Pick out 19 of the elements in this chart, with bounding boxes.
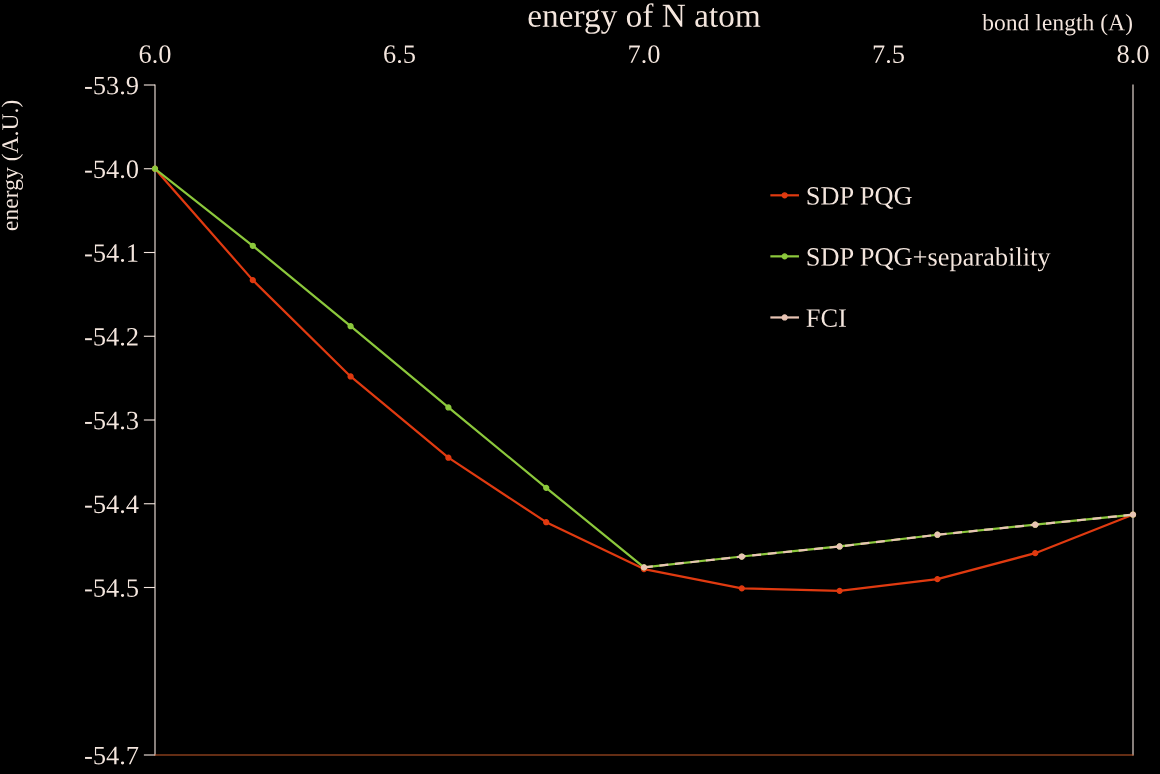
legend-label: SDP PQG — [807, 187, 912, 209]
x-tick-label: 7.0 — [629, 45, 660, 64]
y-tick-label: -54.3 — [85, 411, 138, 430]
y-tick-label: -53.9 — [85, 76, 138, 95]
x-tick-label: 7.5 — [873, 45, 904, 64]
legend-label: SDP PQG+separability — [807, 247, 1051, 272]
y-tick-label: -54.0 — [85, 160, 139, 179]
y-tick-label: -54.1 — [85, 244, 138, 263]
y-axis-title: energy (A.U.) — [1, 100, 23, 231]
y-tick-label: -54.5 — [85, 579, 138, 598]
y-tick-label: -54.2 — [85, 327, 138, 346]
legend-label: FCI — [806, 309, 846, 327]
x-axis-title: bond length (A) — [982, 13, 1132, 36]
y-tick-label: -54.7 — [85, 746, 139, 765]
x-tick-label: 6.0 — [139, 45, 171, 64]
x-tick-label: 8.0 — [1117, 45, 1149, 64]
x-tick-label: 6.5 — [384, 45, 415, 64]
chart-title: energy of N atom — [528, 3, 761, 34]
y-tick-label: -54.4 — [85, 495, 139, 514]
